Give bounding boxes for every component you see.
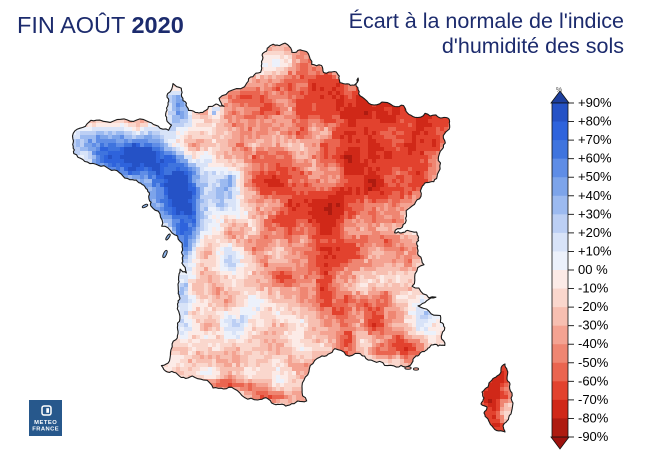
svg-text:+90%: +90%	[578, 95, 612, 110]
svg-text:+50%: +50%	[578, 169, 612, 184]
svg-text:+70%: +70%	[578, 132, 612, 147]
svg-text:+20%: +20%	[578, 225, 612, 240]
svg-text:-50%: -50%	[578, 355, 609, 370]
svg-text:-70%: -70%	[578, 392, 609, 407]
svg-text:+80%: +80%	[578, 114, 612, 129]
svg-text:-40%: -40%	[578, 336, 609, 351]
svg-text:+60%: +60%	[578, 151, 612, 166]
svg-text:+10%: +10%	[578, 243, 612, 258]
svg-text:-60%: -60%	[578, 373, 609, 388]
svg-text:FRANCE: FRANCE	[32, 427, 59, 433]
svg-text:-20%: -20%	[578, 299, 609, 314]
svg-text:-80%: -80%	[578, 410, 609, 425]
svg-text:-10%: -10%	[578, 281, 609, 296]
svg-text:-90%: -90%	[578, 429, 609, 444]
svg-text:%: %	[556, 87, 562, 94]
svg-text:+30%: +30%	[578, 206, 612, 221]
svg-text:00 %: 00 %	[578, 262, 608, 277]
svg-text:METEO: METEO	[34, 420, 57, 426]
svg-text:+40%: +40%	[578, 188, 612, 203]
svg-text:-30%: -30%	[578, 318, 609, 333]
